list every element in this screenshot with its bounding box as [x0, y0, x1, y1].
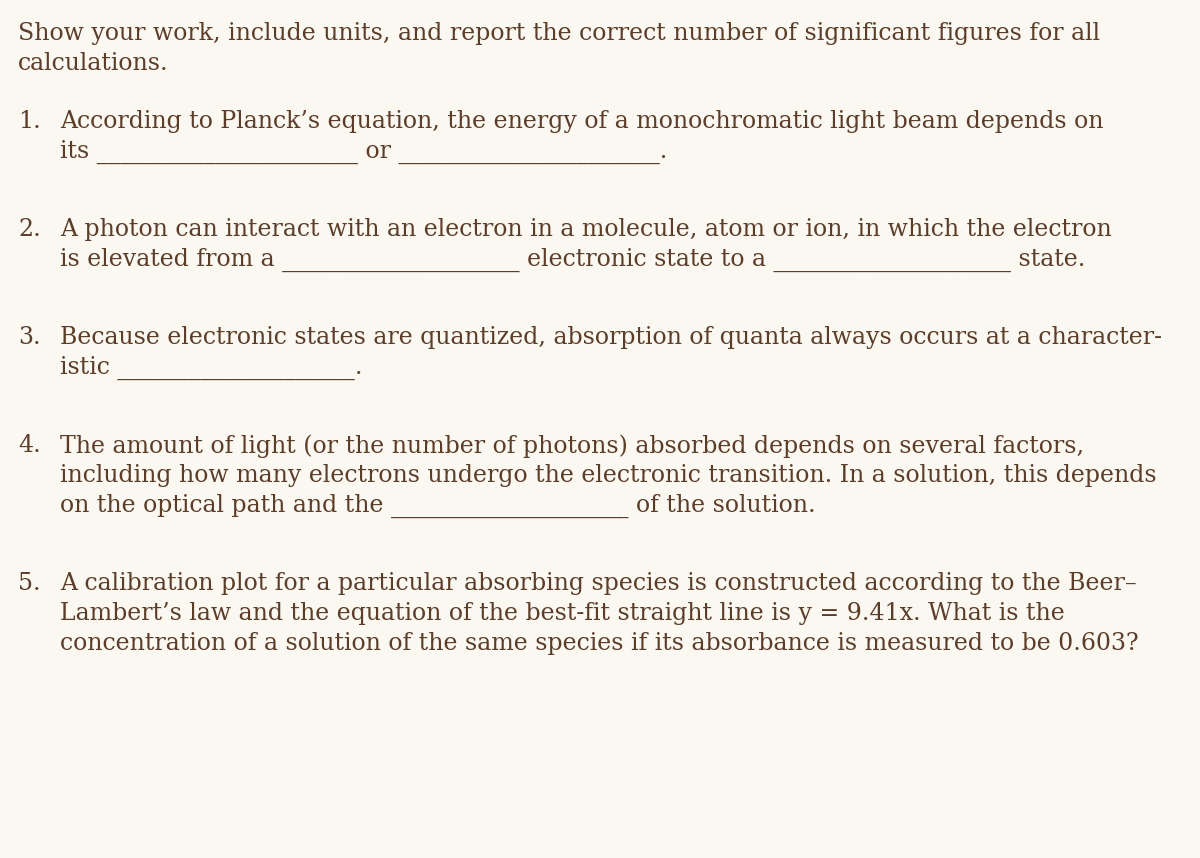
Text: A calibration plot for a particular absorbing species is constructed according t: A calibration plot for a particular abso… — [60, 572, 1136, 595]
Text: Because electronic states are quantized, absorption of quanta always occurs at a: Because electronic states are quantized,… — [60, 326, 1162, 349]
Text: According to Planck’s equation, the energy of a monochromatic light beam depends: According to Planck’s equation, the ener… — [60, 110, 1104, 133]
Text: Lambert’s law and the equation of the best-fit straight line is y = 9.41x. What : Lambert’s law and the equation of the be… — [60, 602, 1064, 625]
Text: 1.: 1. — [18, 110, 41, 133]
Text: 4.: 4. — [18, 434, 41, 457]
Text: A photon can interact with an electron in a molecule, atom or ion, in which the : A photon can interact with an electron i… — [60, 218, 1111, 241]
Text: is elevated from a ____________________ electronic state to a __________________: is elevated from a ____________________ … — [60, 248, 1085, 272]
Text: istic ____________________.: istic ____________________. — [60, 356, 362, 380]
Text: The amount of light (or the number of photons) absorbed depends on several facto: The amount of light (or the number of ph… — [60, 434, 1084, 457]
Text: calculations.: calculations. — [18, 52, 169, 75]
Text: Show your work, include units, and report the correct number of significant figu: Show your work, include units, and repor… — [18, 22, 1100, 45]
Text: 2.: 2. — [18, 218, 41, 241]
Text: its ______________________ or ______________________.: its ______________________ or __________… — [60, 140, 667, 164]
Text: concentration of a solution of the same species if its absorbance is measured to: concentration of a solution of the same … — [60, 632, 1139, 655]
Text: 5.: 5. — [18, 572, 41, 595]
Text: 3.: 3. — [18, 326, 41, 349]
Text: including how many electrons undergo the electronic transition. In a solution, t: including how many electrons undergo the… — [60, 464, 1157, 487]
Text: on the optical path and the ____________________ of the solution.: on the optical path and the ____________… — [60, 494, 816, 518]
